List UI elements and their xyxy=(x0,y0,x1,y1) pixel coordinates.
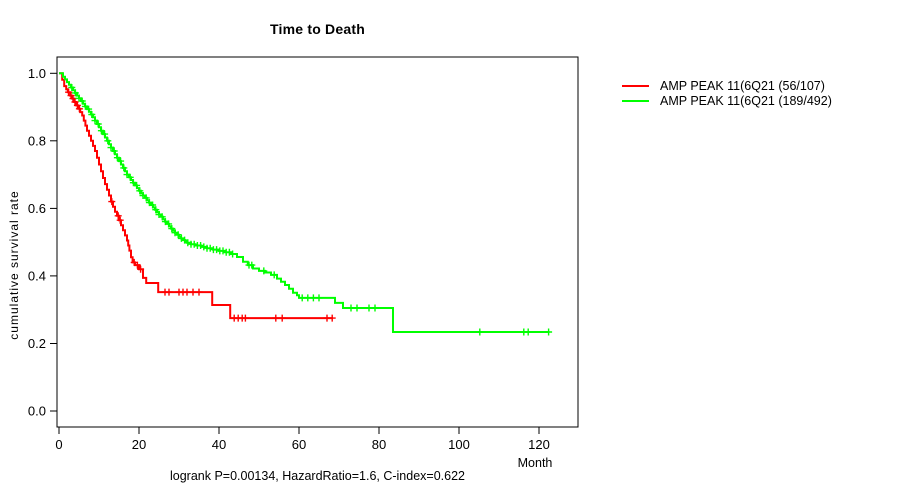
legend: AMP PEAK 11(6Q21 (56/107) AMP PEAK 11(6Q… xyxy=(622,78,832,108)
plot-box xyxy=(56,56,579,428)
legend-line-red xyxy=(622,84,649,87)
legend-label-green: AMP PEAK 11(6Q21 (189/492) xyxy=(660,93,832,108)
y-tick-label: 0.4 xyxy=(28,268,46,283)
censor-marks-green xyxy=(68,84,553,336)
survival-curves xyxy=(59,72,553,336)
x-tick-label: 100 xyxy=(448,437,470,452)
y-axis: 0.0 0.2 0.4 0.6 0.8 1.0 xyxy=(28,66,57,419)
y-tick-label: 0.2 xyxy=(28,336,46,351)
y-tick-label: 0.0 xyxy=(28,404,46,419)
y-tick-label: 0.6 xyxy=(28,201,46,216)
legend-line-green xyxy=(622,99,649,102)
x-tick-label: 0 xyxy=(55,437,62,452)
y-axis-label: cumulative survival rate xyxy=(7,190,21,340)
x-tick-label: 40 xyxy=(212,437,226,452)
km-curve-red xyxy=(59,72,333,320)
legend-item-green: AMP PEAK 11(6Q21 (189/492) xyxy=(622,93,832,108)
x-tick-label: 60 xyxy=(292,437,306,452)
legend-label-red: AMP PEAK 11(6Q21 (56/107) xyxy=(660,78,825,93)
x-axis-label: Month xyxy=(517,456,553,470)
legend-item-red: AMP PEAK 11(6Q21 (56/107) xyxy=(622,78,832,93)
stats-footnote: logrank P=0.00134, HazardRatio=1.6, C-in… xyxy=(170,469,465,483)
x-tick-label: 120 xyxy=(528,437,550,452)
y-tick-label: 1.0 xyxy=(28,66,46,81)
x-tick-label: 80 xyxy=(372,437,386,452)
y-tick-label: 0.8 xyxy=(28,133,46,148)
x-tick-label: 20 xyxy=(132,437,146,452)
plot-title: Time to Death xyxy=(270,21,365,37)
censor-marks-red xyxy=(65,88,336,322)
x-axis: 0 20 40 60 80 100 120 xyxy=(55,427,550,452)
km-curve-green xyxy=(59,72,550,333)
